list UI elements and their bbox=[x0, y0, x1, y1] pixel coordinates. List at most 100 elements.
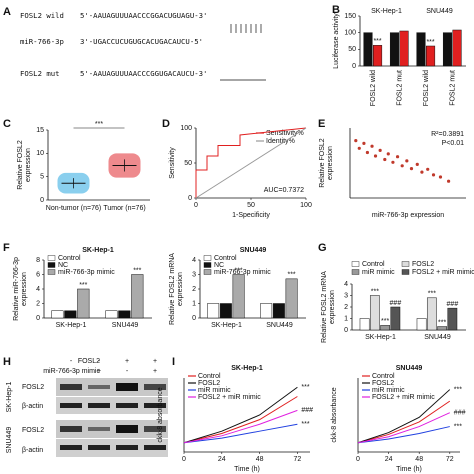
bar bbox=[232, 274, 245, 319]
y-axis-label: Luciferase activity bbox=[333, 13, 340, 69]
significance: *** bbox=[301, 421, 309, 428]
chart-title: SNU449 bbox=[240, 247, 267, 254]
bar bbox=[219, 303, 232, 319]
panel-letter: I bbox=[172, 356, 175, 368]
point bbox=[431, 173, 436, 177]
seq-name: FOSL2 wild bbox=[20, 11, 64, 20]
condition: miR-766-3p mimic bbox=[43, 368, 100, 375]
condition: FOSL2 bbox=[78, 358, 100, 365]
bar bbox=[416, 318, 427, 331]
y-axis-label: expression bbox=[327, 146, 334, 180]
y-tick-label: 0 bbox=[352, 63, 356, 70]
y-axis-label: expression bbox=[329, 290, 336, 324]
y-axis-label: Relative FOSL2 mRNA bbox=[321, 271, 328, 343]
bar bbox=[359, 318, 370, 331]
legend-swatch bbox=[47, 255, 56, 261]
point bbox=[383, 157, 387, 162]
sign: + bbox=[125, 358, 129, 365]
band-label: FOSL2 bbox=[22, 384, 44, 391]
y-tick-label: 2 bbox=[36, 300, 40, 307]
point bbox=[400, 164, 404, 168]
band-label: β-actin bbox=[22, 447, 43, 454]
legend-swatch bbox=[47, 269, 56, 275]
chart-title: SK-Hep-1 bbox=[82, 247, 114, 254]
legend-label: Sensitivity% bbox=[266, 130, 304, 137]
chart-title: SK-Hep-1 bbox=[231, 365, 263, 372]
seq-name: FOSL2 mut bbox=[20, 69, 60, 78]
legend-label: FOSL2 + miR mimic bbox=[372, 394, 435, 401]
panel-letter: B bbox=[332, 4, 340, 16]
bar bbox=[399, 30, 409, 67]
line bbox=[195, 127, 307, 198]
x-tick-label: FOSL2 mut bbox=[450, 70, 457, 106]
panel-letter: G bbox=[318, 242, 327, 254]
y-tick-label: 8 bbox=[36, 257, 40, 264]
bar bbox=[389, 32, 400, 67]
bar bbox=[442, 32, 453, 67]
y-axis-label: Relative FOSL2 mRNA bbox=[169, 253, 176, 325]
band-label: β-actin bbox=[22, 403, 43, 410]
y-tick-label: 50 bbox=[184, 160, 192, 167]
y-tick-label: 4 bbox=[36, 286, 40, 293]
bar bbox=[447, 307, 458, 331]
point bbox=[438, 175, 443, 179]
bar bbox=[380, 325, 390, 331]
x-tick-label: FOSL2 mut bbox=[397, 70, 404, 106]
x-tick-label: 100 bbox=[300, 202, 312, 209]
bar bbox=[260, 303, 273, 319]
bar bbox=[207, 303, 220, 319]
x-tick-label: FOSL2 wild bbox=[423, 70, 430, 106]
annotation: AUC=0.7372 bbox=[264, 187, 304, 194]
bar bbox=[77, 288, 90, 319]
significance: *** bbox=[438, 319, 446, 326]
blot-images bbox=[56, 378, 168, 457]
x-tick-label: SK-Hep-1 bbox=[365, 334, 396, 341]
legend-label: NC bbox=[214, 262, 224, 269]
sign: - bbox=[98, 358, 101, 365]
x-tick-label: 72 bbox=[294, 456, 302, 463]
y-tick-label: 0 bbox=[192, 315, 196, 322]
x-tick-label: SNU449 bbox=[266, 322, 293, 329]
legend-label: miR mimic bbox=[372, 387, 405, 394]
panel-letter: F bbox=[3, 242, 10, 254]
y-tick-label: 0 bbox=[344, 327, 348, 334]
point bbox=[426, 167, 430, 171]
y-tick-label: 150 bbox=[344, 13, 356, 20]
bar bbox=[452, 29, 462, 67]
point bbox=[386, 152, 390, 156]
significance: *** bbox=[454, 386, 462, 393]
x-tick-label: SNU449 bbox=[112, 322, 139, 329]
y-tick-label: 4 bbox=[344, 281, 348, 288]
sign: - bbox=[70, 358, 73, 365]
panel-letter: H bbox=[3, 356, 11, 368]
panel-letter: C bbox=[3, 118, 11, 130]
cell-line: SNU449 bbox=[6, 427, 13, 454]
bar bbox=[426, 45, 436, 67]
point bbox=[365, 150, 369, 155]
legend-label: FOSL2 bbox=[372, 380, 394, 387]
legend-label: Control bbox=[362, 261, 385, 268]
sign: + bbox=[153, 358, 157, 365]
bar bbox=[416, 32, 426, 67]
point bbox=[354, 139, 358, 143]
significance: *** bbox=[301, 384, 309, 391]
bar bbox=[51, 310, 64, 319]
bar bbox=[363, 32, 373, 67]
bar bbox=[285, 278, 298, 319]
y-axis-label: Sensitivity bbox=[169, 147, 176, 179]
group-label: SNU449 bbox=[426, 8, 453, 15]
sign: + bbox=[97, 368, 101, 375]
cell-line: SK-Hep-1 bbox=[6, 382, 13, 413]
significance: *** bbox=[79, 282, 87, 289]
annotation: *** bbox=[95, 121, 103, 128]
x-tick-label: SK-Hep-1 bbox=[211, 322, 242, 329]
sign: - bbox=[70, 368, 73, 375]
y-axis-label: expression bbox=[177, 272, 184, 306]
legend-swatch bbox=[203, 262, 212, 268]
y-axis-label: expression bbox=[25, 148, 32, 182]
x-tick-label: SK-Hep-1 bbox=[56, 322, 87, 329]
y-tick-label: 100 bbox=[344, 30, 356, 37]
y-tick-label: 3 bbox=[344, 292, 348, 299]
legend-swatch bbox=[351, 269, 360, 275]
